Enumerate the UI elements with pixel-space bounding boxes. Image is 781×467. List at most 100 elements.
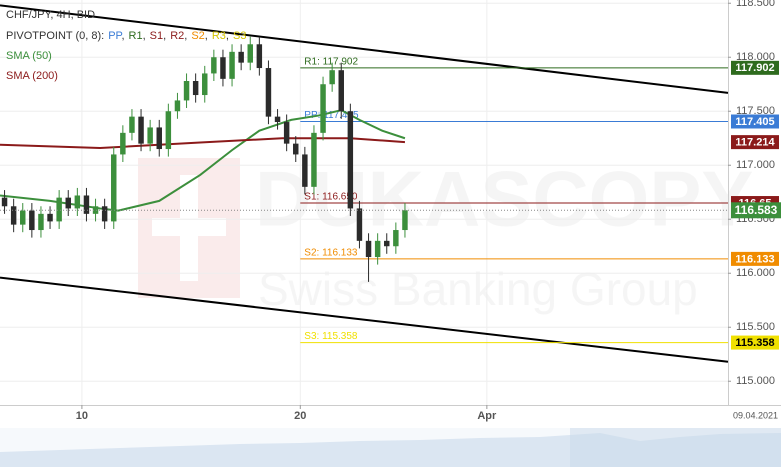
last-price-label: 116.583 — [735, 203, 778, 217]
pivot-legend: PIVOTPOINT (0, 8): PP, R1, S1, R2, S2, R3, S3 — [6, 30, 246, 42]
price-label-bg — [731, 135, 779, 150]
candle-body — [74, 195, 81, 209]
legend-item: , — [121, 30, 124, 42]
candle-body — [10, 206, 17, 225]
chart-title: CHF/JPY, 4H, BID — [6, 9, 95, 21]
candle-body — [1, 197, 8, 207]
candle-body — [47, 213, 53, 222]
grid — [0, 0, 728, 405]
legend-item: S2 — [191, 30, 204, 42]
candle-body — [238, 51, 244, 63]
candle-body — [29, 210, 35, 231]
candle-body — [256, 44, 263, 69]
price-label: 117.902 — [735, 62, 774, 74]
y-tick-label: 115.500 — [736, 321, 775, 333]
candle-body — [20, 210, 26, 225]
watermark-brand: DUKASCOPY — [255, 155, 753, 243]
candle-body — [38, 213, 44, 231]
legend-item: S1 — [150, 30, 163, 42]
y-tick-label: 115.000 — [736, 375, 775, 387]
price-label-bg — [731, 251, 779, 266]
legend-item: , — [226, 30, 229, 42]
legend-item: R2 — [170, 30, 184, 42]
legend-item: R3 — [212, 30, 226, 42]
candle-body — [320, 84, 326, 133]
price-label-bg — [731, 114, 779, 129]
last-price-bg — [731, 202, 781, 219]
sma-line — [0, 137, 406, 149]
candle-body — [329, 70, 335, 85]
candle-body — [92, 206, 99, 214]
price-label-bg — [731, 60, 779, 75]
candle-body — [384, 240, 390, 247]
legend-item: , — [184, 30, 187, 42]
y-tick-label: 117.500 — [736, 105, 775, 117]
trendline — [0, 276, 729, 363]
candle-body — [192, 81, 199, 96]
legend: CHF/JPY, 4H, BID PIVOTPOINT (0, 8): PP, R1… — [6, 9, 246, 82]
price-label: 117.405 — [735, 116, 774, 128]
candle-body — [211, 57, 217, 74]
candle-body — [111, 154, 117, 222]
candle-body — [402, 210, 408, 231]
price-label: 115.358 — [735, 337, 774, 349]
candle-body — [302, 154, 308, 187]
candle-body — [374, 240, 381, 258]
price-label: 117.214 — [735, 137, 775, 149]
axis: 115.000115.500116.000116.500117.000117.5… — [76, 0, 781, 422]
candle-body — [174, 100, 181, 112]
candle-body — [129, 116, 135, 133]
pivot-label: S1: 116.650 — [304, 192, 358, 203]
pivot-label: S3: 115.358 — [304, 331, 358, 342]
legend-entry: SMA (200) — [6, 70, 58, 82]
legend-item: R1 — [129, 30, 143, 42]
watermark-tagline: Swiss Banking Group — [258, 263, 698, 315]
candle-body — [356, 208, 363, 241]
pivot-label: R1: 117.902 — [304, 56, 358, 67]
plot: R1: 117.902 PP: 117.405 S1: 116.650 S2: 116… — [0, 4, 729, 363]
candle-body — [138, 116, 144, 144]
candle-body — [147, 127, 153, 144]
candle-body — [274, 116, 281, 123]
candle-body — [101, 206, 108, 222]
candle-body — [165, 111, 172, 150]
y-tick-label: 116.000 — [736, 267, 775, 279]
candle-body — [311, 132, 317, 187]
candle-body — [56, 197, 62, 222]
date-label: 09.04.2021 — [733, 410, 778, 420]
y-tick-label: 117.000 — [736, 159, 775, 171]
legend-entry: SMA (50) — [6, 50, 52, 62]
candle-body — [283, 122, 290, 144]
candle-body — [347, 111, 354, 209]
candle-body — [265, 68, 272, 117]
pivot-label: S2: 116.133 — [304, 248, 358, 259]
legend-item: , — [163, 30, 166, 42]
x-tick-label: 20 — [294, 410, 306, 422]
candle-body — [65, 197, 71, 209]
y-tick-label: 118.000 — [736, 51, 775, 63]
legend-item: S3 — [233, 30, 246, 42]
candle-body — [338, 70, 344, 112]
candle-body — [393, 230, 399, 247]
candle-body — [83, 195, 90, 214]
legend-item: PIVOTPOINT (0, 8): — [6, 30, 104, 42]
candle-body — [202, 73, 208, 96]
legend-item: , — [205, 30, 208, 42]
legend-item: PP — [108, 30, 122, 42]
candle-body — [120, 132, 126, 155]
legend-item: , — [143, 30, 146, 42]
candle-body — [293, 143, 299, 155]
x-tick-label: Apr — [477, 410, 497, 422]
candle-body — [229, 51, 235, 79]
candle-body — [365, 240, 372, 258]
price-label-bg — [731, 335, 779, 350]
watermark: DUKASCOPY Swiss Banking Group — [138, 155, 753, 315]
navigator — [0, 428, 781, 467]
candle-body — [156, 127, 162, 150]
pivot-label: PP: 117.405 — [304, 110, 359, 121]
price-label: 116.133 — [735, 253, 774, 265]
navigator-window — [570, 428, 781, 467]
watermark-cross — [152, 218, 226, 236]
